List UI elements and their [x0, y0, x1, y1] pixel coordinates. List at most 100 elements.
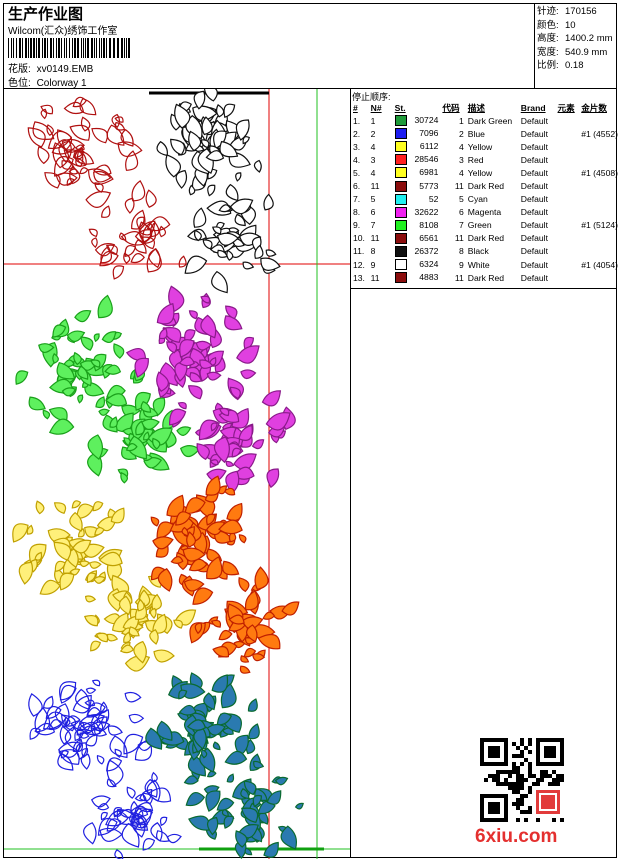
thread-row: 6. 11 5773 11 Dark Red Default	[351, 179, 620, 192]
row-spangle	[579, 245, 620, 258]
row-description: Dark Green	[467, 115, 513, 126]
embroidery-motif	[185, 750, 304, 859]
row-brand: Default	[520, 259, 548, 270]
embroidery-motif	[194, 386, 296, 494]
row-brand: Default	[520, 220, 548, 231]
row-stitches: 6561	[393, 232, 441, 245]
row-brand: Default	[520, 246, 548, 257]
row-description: Dark Red	[467, 181, 505, 192]
row-spangle	[579, 114, 620, 127]
row-stitches: 32622	[393, 206, 441, 219]
row-index: 6.	[353, 181, 361, 192]
col-element: 元素	[557, 102, 575, 113]
row-stitches: 6324	[393, 258, 441, 271]
row-index: 11.	[353, 246, 365, 257]
row-brand: Default	[520, 272, 548, 283]
watermark-text: 6xiu.com	[475, 826, 558, 847]
row-element	[556, 245, 580, 258]
color-swatch	[394, 259, 407, 271]
embroidery-preview	[4, 89, 350, 859]
row-stitches: 7096	[393, 127, 441, 140]
row-needle: 2	[370, 128, 376, 139]
thread-row: 7. 5 52 5 Cyan Default	[351, 193, 620, 206]
row-element	[556, 193, 580, 206]
thread-row: 2. 2 7096 2 Blue Default #1 (4552)	[351, 127, 620, 140]
row-stitches: 4883	[393, 271, 441, 284]
row-stitches: 8108	[393, 219, 441, 232]
row-stitches: 30724	[393, 114, 441, 127]
row-code: 11	[454, 233, 464, 244]
row-stitches: 26372	[393, 245, 441, 258]
row-brand: Default	[520, 128, 548, 139]
stat-stitches: 针迹: 170156	[537, 6, 597, 17]
row-code: 8	[458, 246, 464, 257]
embroidery-motif	[87, 391, 201, 484]
color-swatch	[394, 206, 407, 218]
row-code: 3	[458, 154, 464, 165]
row-description: Dark Red	[467, 272, 505, 283]
row-element	[556, 140, 580, 153]
row-needle: 5	[370, 194, 376, 205]
row-brand: Default	[520, 233, 548, 244]
canvas-right-divider	[350, 88, 351, 858]
color-swatch	[394, 141, 407, 153]
row-index: 12.	[353, 259, 365, 270]
row-brand: Default	[520, 167, 548, 178]
color-swatch	[394, 167, 407, 179]
thread-row: 9. 7 8108 7 Green Default #1 (5124)	[351, 219, 620, 232]
color-swatch	[394, 115, 407, 127]
row-element	[556, 271, 580, 284]
embroidery-motif	[27, 96, 143, 208]
embroidery-motif	[145, 672, 260, 785]
color-swatch	[394, 232, 407, 244]
row-element	[556, 179, 580, 192]
col-description: 描述	[467, 102, 485, 113]
row-code: 11	[454, 181, 464, 192]
row-spangle: #1 (4508)	[581, 167, 618, 178]
sequence-bottom-rule	[350, 288, 617, 289]
row-code: 9	[458, 259, 464, 270]
row-description: Cyan	[467, 194, 488, 205]
row-element	[556, 127, 580, 140]
col-needle: N#	[370, 102, 382, 113]
embroidery-motif	[84, 574, 197, 672]
row-index: 9.	[353, 220, 361, 231]
row-spangle	[579, 179, 620, 192]
row-index: 2.	[353, 128, 361, 139]
stats-box	[534, 3, 617, 89]
color-swatch	[394, 180, 407, 192]
thread-row: 11. 8 26372 8 Black Default	[351, 245, 620, 258]
thread-row: 8. 6 32622 6 Magenta Default	[351, 206, 620, 219]
header-divider	[3, 88, 617, 89]
row-needle: 11	[370, 181, 380, 192]
row-needle: 3	[370, 154, 376, 165]
row-description: Blue	[467, 128, 485, 139]
thread-table: # N# St. 代码 描述 Brand 元素 金片数 1. 1 30724 1 Dar…	[351, 101, 620, 284]
embroidery-motif	[184, 193, 281, 294]
row-code: 4	[458, 141, 464, 152]
thread-row: 13. 11 4883 11 Dark Red Default	[351, 271, 620, 284]
col-stitches: St.	[394, 102, 406, 113]
embroidery-artwork	[4, 89, 350, 859]
row-description: Red	[467, 154, 484, 165]
row-stitches: 52	[393, 193, 441, 206]
stat-height: 高度: 1400.2 mm	[537, 33, 613, 44]
row-code: 5	[458, 194, 464, 205]
embroidery-motif	[12, 500, 125, 603]
thread-table-header: # N# St. 代码 描述 Brand 元素 金片数	[351, 101, 620, 114]
row-spangle	[579, 140, 620, 153]
row-needle: 6	[370, 207, 376, 218]
row-code: 7	[458, 220, 464, 231]
col-index: #	[353, 102, 358, 113]
row-description: White	[467, 259, 490, 270]
row-code: 6	[458, 207, 464, 218]
row-needle: 11	[370, 233, 380, 244]
thread-row: 10. 11 6561 11 Dark Red Default	[351, 232, 620, 245]
row-index: 1.	[353, 115, 361, 126]
row-element	[556, 206, 580, 219]
row-code: 2	[458, 128, 464, 139]
row-stitches: 28546	[393, 153, 441, 166]
qr-code-icon	[480, 738, 564, 822]
row-brand: Default	[520, 115, 548, 126]
design-row: 花版: xv0149.EMB	[8, 60, 93, 75]
